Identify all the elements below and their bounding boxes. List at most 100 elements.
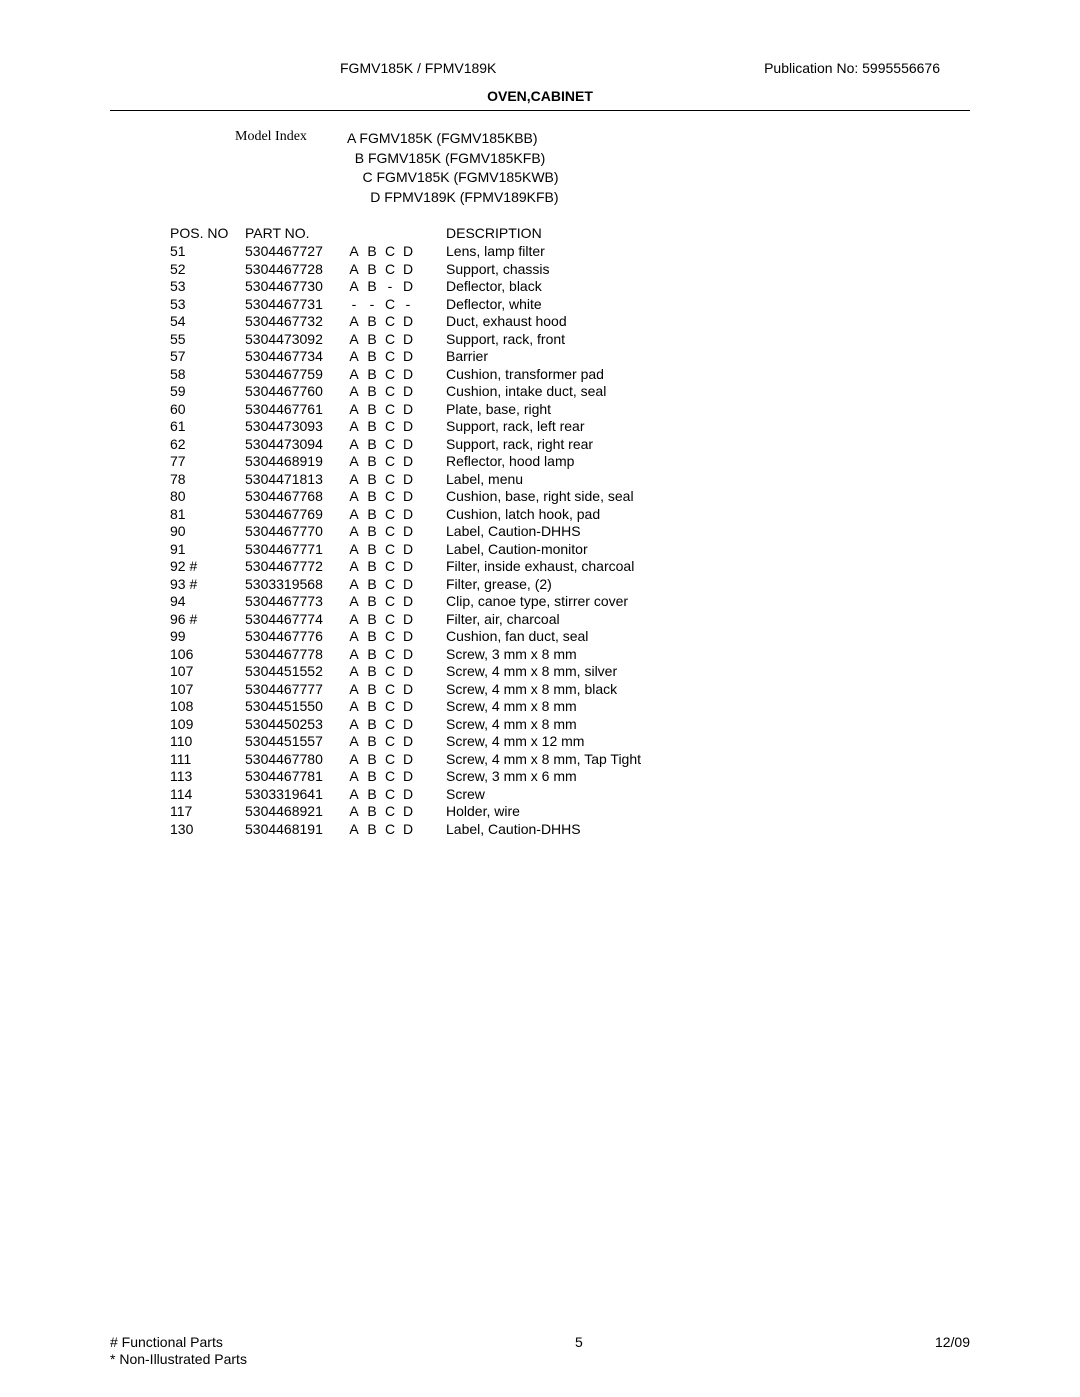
model-flags: ABCD <box>345 313 440 331</box>
section-title: OVEN,CABINET <box>110 88 970 104</box>
model-flag: D <box>399 593 417 611</box>
table-row: 1145303319641ABCDScrew <box>170 786 970 804</box>
description: Screw, 3 mm x 6 mm <box>440 768 577 786</box>
model-flag: A <box>345 453 363 471</box>
model-flag: D <box>399 558 417 576</box>
page-header: FGMV185K / FPMV189K Publication No: 5995… <box>110 60 970 76</box>
part-no: 5304451552 <box>245 663 345 681</box>
table-row: 995304467776ABCDCushion, fan duct, seal <box>170 628 970 646</box>
part-no: 5304467770 <box>245 523 345 541</box>
model-flag: C <box>381 436 399 454</box>
model-flag: D <box>399 611 417 629</box>
model-flag: A <box>345 646 363 664</box>
description: Screw, 4 mm x 12 mm <box>440 733 584 751</box>
model-flags: ABCD <box>345 751 440 769</box>
model-flag: D <box>399 331 417 349</box>
model-index-item: C FGMV185K (FGMV185KWB) <box>347 168 559 188</box>
model-flag: B <box>363 681 381 699</box>
model-list: A FGMV185K (FGMV185KBB) B FGMV185K (FGMV… <box>347 129 559 207</box>
table-row: 92 #5304467772ABCDFilter, inside exhaust… <box>170 558 970 576</box>
parts-table: POS. NO PART NO. DESCRIPTION 51530446772… <box>110 225 970 838</box>
table-row: 96 #5304467774ABCDFilter, air, charcoal <box>170 611 970 629</box>
table-row: 525304467728ABCDSupport, chassis <box>170 261 970 279</box>
table-row: 1075304451552ABCDScrew, 4 mm x 8 mm, sil… <box>170 663 970 681</box>
model-flag: B <box>363 506 381 524</box>
model-flag: B <box>363 803 381 821</box>
pos-no: 53 <box>170 278 245 296</box>
model-flag: B <box>363 523 381 541</box>
model-flag: A <box>345 663 363 681</box>
model-flag: C <box>381 628 399 646</box>
part-no: 5304467768 <box>245 488 345 506</box>
model-flags: --C- <box>345 296 440 314</box>
model-flag: - <box>399 296 417 314</box>
description: Screw <box>440 786 485 804</box>
table-row: 625304473094ABCDSupport, rack, right rea… <box>170 436 970 454</box>
model-flags: ABCD <box>345 506 440 524</box>
description: Screw, 4 mm x 8 mm <box>440 698 577 716</box>
model-flags: ABCD <box>345 558 440 576</box>
description: Filter, inside exhaust, charcoal <box>440 558 634 576</box>
part-no: 5304468191 <box>245 821 345 839</box>
model-flag: - <box>345 296 363 314</box>
model-flag: C <box>381 751 399 769</box>
table-row: 775304468919ABCDReflector, hood lamp <box>170 453 970 471</box>
model-flag: B <box>363 383 381 401</box>
model-flags: ABCD <box>345 488 440 506</box>
model-flag: B <box>363 576 381 594</box>
model-flag: A <box>345 436 363 454</box>
divider <box>110 110 970 111</box>
table-row: 585304467759ABCDCushion, transformer pad <box>170 366 970 384</box>
model-flag: C <box>381 803 399 821</box>
part-no: 5304471813 <box>245 471 345 489</box>
model-flag: A <box>345 243 363 261</box>
pos-no: 96 # <box>170 611 245 629</box>
pos-no: 99 <box>170 628 245 646</box>
pos-no: 60 <box>170 401 245 419</box>
part-no: 5304467727 <box>245 243 345 261</box>
model-flag: B <box>363 488 381 506</box>
description: Label, Caution-DHHS <box>440 821 581 839</box>
model-flag: D <box>399 313 417 331</box>
pos-no: 130 <box>170 821 245 839</box>
model-flag: - <box>363 296 381 314</box>
model-flag: B <box>363 646 381 664</box>
description: Duct, exhaust hood <box>440 313 567 331</box>
model-flag: A <box>345 418 363 436</box>
model-flag: D <box>399 541 417 559</box>
model-flag: C <box>381 768 399 786</box>
description: Support, chassis <box>440 261 550 279</box>
model-flags: ABCD <box>345 786 440 804</box>
model-flag: A <box>345 558 363 576</box>
table-row: 535304467731--C-Deflector, white <box>170 296 970 314</box>
col-header-part: PART NO. <box>245 225 345 241</box>
model-flag: D <box>399 733 417 751</box>
model-flags: ABCD <box>345 523 440 541</box>
description: Screw, 4 mm x 8 mm <box>440 716 577 734</box>
model-flag: C <box>381 558 399 576</box>
part-no: 5304467759 <box>245 366 345 384</box>
model-flag: A <box>345 821 363 839</box>
table-row: 905304467770ABCDLabel, Caution-DHHS <box>170 523 970 541</box>
pos-no: 106 <box>170 646 245 664</box>
model-flag: B <box>363 698 381 716</box>
model-flag: B <box>363 821 381 839</box>
model-flag: C <box>381 296 399 314</box>
table-row: 545304467732ABCDDuct, exhaust hood <box>170 313 970 331</box>
model-flag: C <box>381 523 399 541</box>
model-flag: A <box>345 541 363 559</box>
model-flag: C <box>381 401 399 419</box>
model-flag: D <box>399 821 417 839</box>
part-no: 5303319568 <box>245 576 345 594</box>
model-flags: ABCD <box>345 366 440 384</box>
table-row: 785304471813ABCDLabel, menu <box>170 471 970 489</box>
model-flag: B <box>363 366 381 384</box>
model-flag: C <box>381 243 399 261</box>
page-footer: # Functional Parts 5 12/09 * Non-Illustr… <box>110 1334 970 1367</box>
model-flag: D <box>399 768 417 786</box>
model-flag: A <box>345 716 363 734</box>
model-flag: D <box>399 803 417 821</box>
model-flag: A <box>345 261 363 279</box>
model-flag: C <box>381 733 399 751</box>
pos-no: 111 <box>170 751 245 769</box>
